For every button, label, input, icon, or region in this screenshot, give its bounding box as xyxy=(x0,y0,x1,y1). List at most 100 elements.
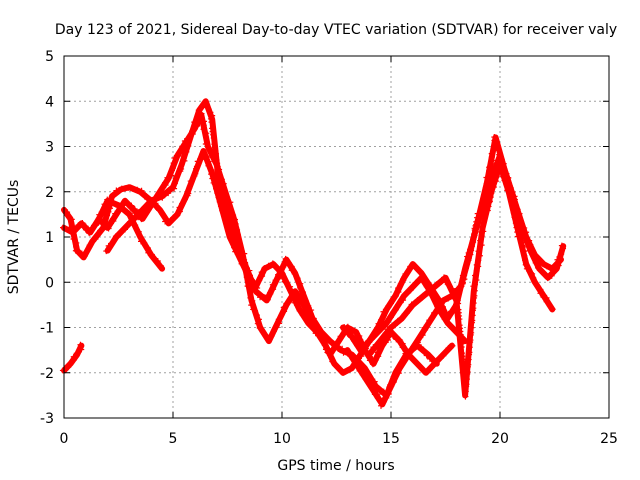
plus-marker xyxy=(479,202,486,209)
plus-marker xyxy=(383,394,390,401)
plus-marker xyxy=(508,196,515,203)
plus-marker xyxy=(440,352,447,359)
plus-marker xyxy=(232,248,239,255)
plus-marker xyxy=(428,315,435,322)
plus-marker xyxy=(354,342,361,349)
plus-marker xyxy=(79,219,86,226)
plus-marker xyxy=(288,267,295,274)
plus-marker xyxy=(281,278,288,285)
plus-marker xyxy=(493,142,500,149)
plus-marker xyxy=(253,281,260,288)
plus-marker xyxy=(241,250,248,257)
plus-marker xyxy=(510,209,517,216)
plus-marker xyxy=(549,267,556,274)
plus-marker xyxy=(380,308,387,315)
plus-marker xyxy=(543,298,550,305)
plus-marker xyxy=(408,285,415,292)
plus-marker xyxy=(291,271,298,278)
plus-marker xyxy=(315,331,322,338)
plus-marker xyxy=(128,202,135,209)
plus-marker xyxy=(195,107,202,114)
plus-marker xyxy=(339,345,346,352)
plus-marker xyxy=(534,282,541,289)
plus-marker xyxy=(285,259,292,266)
plus-marker xyxy=(531,278,538,285)
plus-marker xyxy=(503,181,510,188)
plus-marker xyxy=(114,202,121,209)
plus-marker xyxy=(171,154,178,161)
plus-marker xyxy=(270,328,277,335)
plus-marker xyxy=(282,255,289,262)
plus-marker xyxy=(287,283,294,290)
chart-title: Day 123 of 2021, Sidereal Day-to-day VTE… xyxy=(55,22,617,38)
plus-marker xyxy=(475,248,482,255)
plus-marker xyxy=(367,348,374,355)
plus-marker xyxy=(112,233,119,240)
plus-marker xyxy=(202,141,209,148)
plus-marker xyxy=(255,316,262,323)
plus-marker xyxy=(219,207,226,214)
plus-marker xyxy=(540,294,547,301)
plus-marker xyxy=(419,272,426,279)
plus-marker xyxy=(205,162,212,169)
plus-marker xyxy=(378,316,385,323)
plus-marker xyxy=(237,256,244,263)
plus-marker xyxy=(134,186,141,193)
plus-marker xyxy=(376,386,383,393)
plus-marker xyxy=(102,222,109,229)
plus-marker xyxy=(555,262,562,269)
plus-marker xyxy=(350,337,357,344)
plus-marker xyxy=(400,358,407,365)
plus-marker xyxy=(273,324,280,331)
plus-marker xyxy=(265,337,272,344)
plus-marker xyxy=(179,200,186,207)
plus-marker xyxy=(118,205,125,212)
plus-marker xyxy=(540,260,547,267)
plus-marker xyxy=(491,134,498,141)
plus-marker xyxy=(215,194,222,201)
plus-marker xyxy=(468,324,475,331)
plus-marker xyxy=(202,154,209,161)
plus-marker xyxy=(341,327,348,334)
plus-marker xyxy=(486,199,493,206)
plus-marker xyxy=(356,332,363,339)
plus-marker xyxy=(423,352,430,359)
plus-marker xyxy=(375,342,382,349)
plus-marker xyxy=(344,367,351,374)
plus-marker xyxy=(230,240,237,247)
x-tick-label: 0 xyxy=(60,431,69,447)
plus-marker xyxy=(340,349,347,356)
plus-marker xyxy=(422,276,429,283)
plus-marker xyxy=(412,264,419,271)
plus-marker xyxy=(179,143,186,150)
plus-marker xyxy=(492,178,499,185)
plus-marker xyxy=(469,317,476,324)
plus-marker xyxy=(392,306,399,313)
plus-marker xyxy=(465,361,472,368)
plus-marker xyxy=(418,346,425,353)
plus-marker xyxy=(238,260,245,267)
y-tick-label: 1 xyxy=(45,230,54,246)
plus-marker xyxy=(478,242,485,249)
plus-marker xyxy=(169,165,176,172)
plus-marker xyxy=(468,329,475,336)
plus-marker xyxy=(455,300,462,307)
plus-marker xyxy=(162,218,169,225)
plus-marker xyxy=(262,333,269,340)
plus-marker xyxy=(329,358,336,365)
plus-marker xyxy=(399,315,406,322)
plus-marker xyxy=(385,337,392,344)
plus-marker xyxy=(357,336,364,343)
plus-marker xyxy=(138,187,145,194)
plus-marker xyxy=(380,398,387,405)
plus-marker xyxy=(483,180,490,187)
plus-marker xyxy=(378,338,385,345)
plus-marker xyxy=(217,203,224,210)
plus-marker xyxy=(327,350,334,357)
plus-marker xyxy=(475,257,482,264)
plus-marker xyxy=(166,187,173,194)
data-series xyxy=(59,98,567,409)
plus-marker xyxy=(181,196,188,203)
plus-marker xyxy=(470,235,477,242)
